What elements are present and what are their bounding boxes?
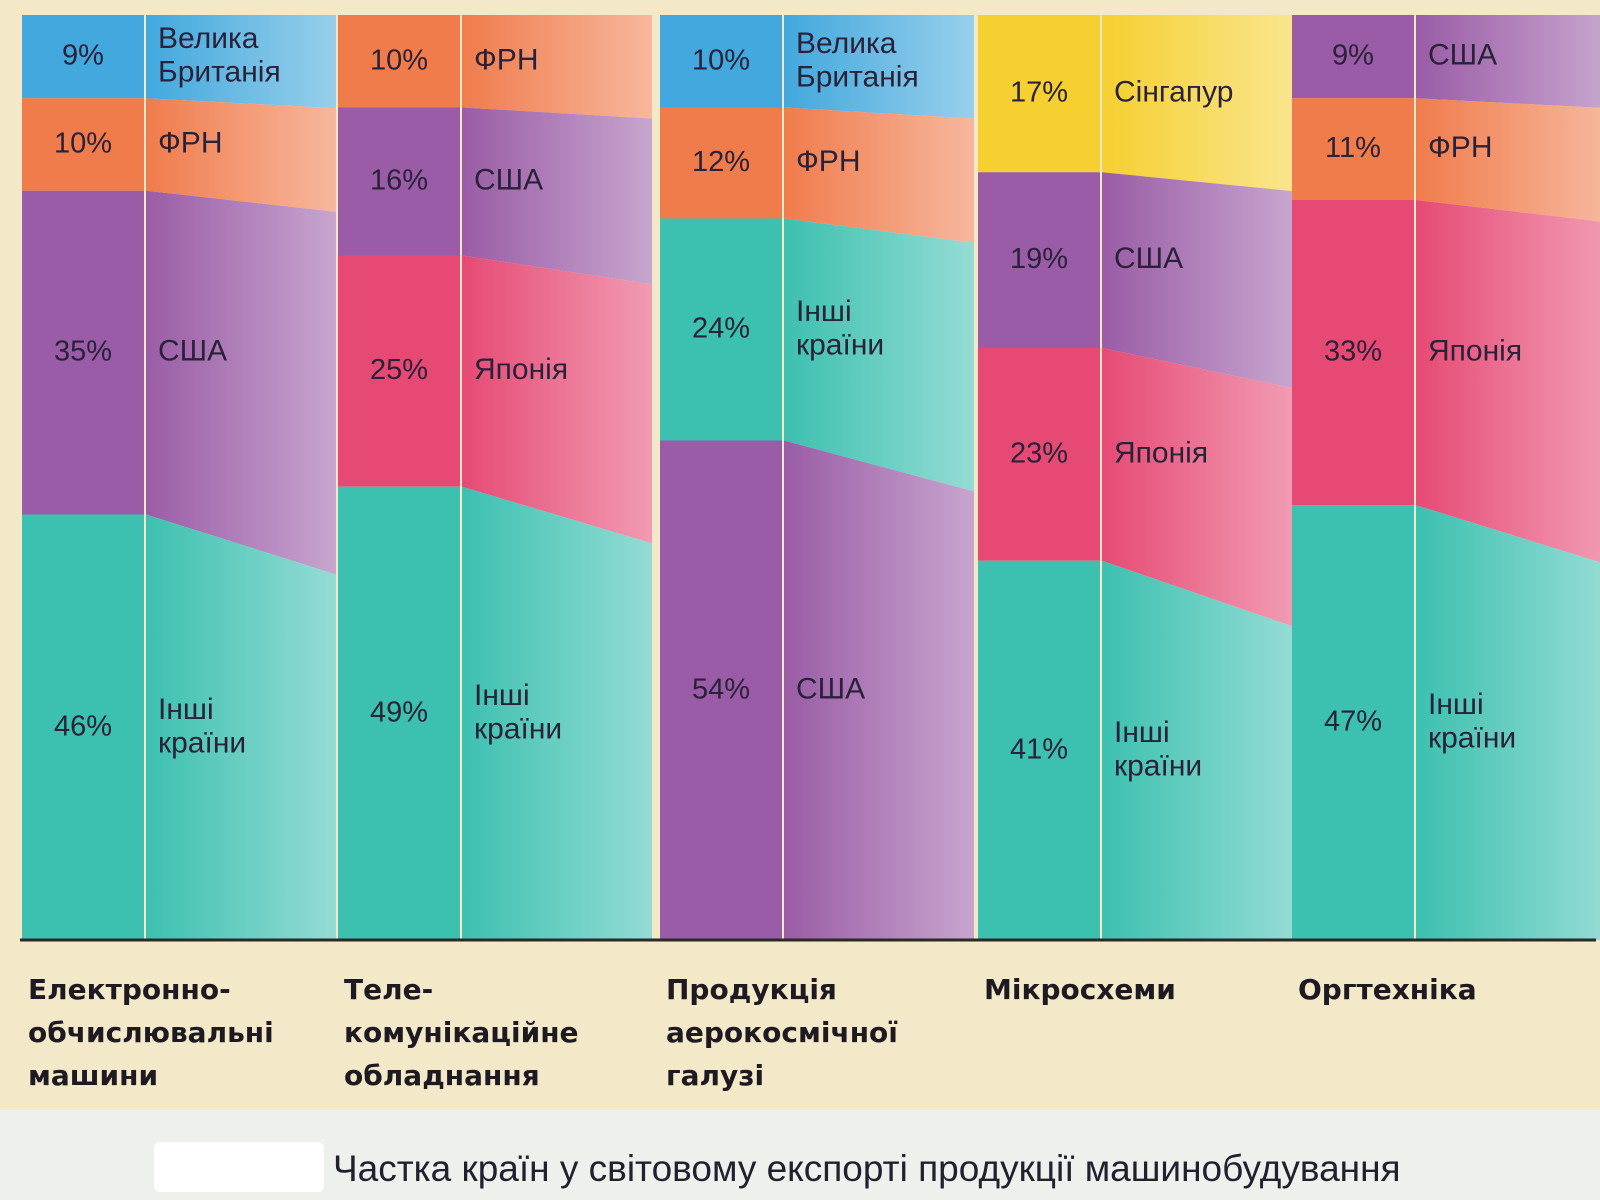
bar-segment	[978, 348, 1100, 561]
category-label: Оргтехніка	[1298, 973, 1477, 1006]
segment-country-label: Японія	[1114, 436, 1208, 469]
bar-segment	[1292, 15, 1414, 99]
segment-country-label: ФРН	[474, 43, 538, 76]
segment-value-label: 54%	[692, 673, 750, 705]
bar-segment	[338, 486, 460, 940]
segment-value-label: 24%	[692, 312, 750, 344]
segment-country-label: ФРН	[796, 145, 860, 178]
segment-country-label: Інші країни	[796, 295, 884, 362]
stacked-bar-chart: 9% Велика Британія 10% ФРН 35% США 46% Інші країн…	[20, 15, 1600, 942]
category-label: Продукція аерокосмічної галузі	[666, 973, 898, 1092]
segment-country-label: Інші країни	[1114, 716, 1202, 783]
segment-country-label: Велика Британія	[158, 22, 281, 89]
bar-group: 10% ФРН 16% США 25% Японія 49% Інші країни	[338, 15, 652, 940]
bar-fan-segment	[1416, 200, 1600, 563]
segment-country-label: США	[158, 335, 227, 368]
segment-value-label: 41%	[1010, 733, 1068, 765]
bar-segment	[660, 440, 782, 940]
bar-fan-segment	[462, 15, 652, 119]
segment-country-label: Інші країни	[1428, 688, 1516, 755]
bar-segment	[1292, 505, 1414, 940]
category-label: Мікросхеми	[984, 973, 1176, 1006]
bar-segment	[660, 15, 782, 108]
segment-value-label: 17%	[1010, 76, 1068, 108]
segment-value-label: 16%	[370, 164, 428, 196]
bar-fan-segment	[784, 440, 974, 940]
bar-fan-segment	[1102, 172, 1292, 388]
bar-fan-segment	[462, 255, 652, 544]
segment-country-label: Сінгапур	[1114, 76, 1233, 109]
bar-segment	[22, 98, 144, 191]
segment-value-label: 10%	[692, 44, 750, 76]
bar-fan-segment	[1416, 98, 1600, 222]
bar-fan-segment	[1416, 15, 1600, 108]
segment-country-label: США	[474, 163, 543, 196]
bar-group: 9% США 11% ФРН 33% Японія 47% Інші країни	[1292, 15, 1600, 940]
bar-fan-segment	[146, 98, 336, 212]
segment-country-label: США	[1114, 242, 1183, 275]
segment-value-label: 9%	[62, 39, 104, 71]
segment-value-label: 10%	[54, 127, 112, 159]
bar-fan-segment	[146, 15, 336, 109]
bar-segment	[978, 15, 1100, 173]
bar-segment	[660, 107, 782, 219]
segment-value-label: 10%	[370, 44, 428, 76]
segment-value-label: 11%	[1325, 132, 1381, 164]
segment-value-label: 46%	[54, 710, 112, 742]
category-label: Електронно- обчислювальні машини	[28, 973, 274, 1092]
segment-country-label: Інші країни	[158, 693, 246, 760]
bar-fan-segment	[462, 486, 652, 940]
chart-caption: Частка країн у світовому експорті продук…	[333, 1148, 1401, 1189]
bar-fan-segment	[462, 107, 652, 285]
category-label: Теле- комунікаційне обладнання	[344, 973, 579, 1092]
bar-segment	[22, 514, 144, 940]
bar-fan-segment	[1102, 560, 1292, 940]
segment-value-label: 25%	[370, 354, 428, 386]
bar-group: 17% Сінгапур 19% США 23% Японія 41% Інші країни	[978, 15, 1292, 940]
segment-value-label: 47%	[1324, 705, 1382, 737]
bar-segment	[660, 218, 782, 441]
segment-value-label: 33%	[1324, 335, 1382, 367]
segment-country-label: ФРН	[158, 126, 222, 159]
bar-fan-segment	[146, 514, 336, 940]
bar-segment	[1292, 98, 1414, 200]
segment-country-label: США	[1428, 39, 1497, 72]
segment-country-label: Японія	[1428, 335, 1522, 368]
bar-segment	[22, 190, 144, 515]
segment-value-label: 35%	[54, 335, 112, 367]
bar-segment	[338, 255, 460, 487]
bar-fan-segment	[784, 218, 974, 492]
bar-group: 9% Велика Британія 10% ФРН 35% США 46% Інші країн…	[22, 15, 336, 940]
bar-group: 10% Велика Британія 12% ФРН 24% Інші країни 54% С…	[660, 15, 974, 940]
bar-fan-segment	[1102, 15, 1292, 192]
bar-segment	[978, 560, 1100, 940]
bar-segment	[22, 15, 144, 99]
bar-fan-segment	[784, 15, 974, 119]
bar-fan-segment	[784, 107, 974, 243]
bar-fan-segment	[146, 190, 336, 575]
bar-segment	[978, 172, 1100, 348]
bar-segment	[1292, 200, 1414, 506]
bar-fan-segment	[1102, 348, 1292, 627]
segment-country-label: США	[796, 672, 865, 705]
segment-value-label: 19%	[1010, 243, 1068, 275]
bar-segment	[338, 15, 460, 108]
segment-country-label: Велика Британія	[796, 27, 919, 94]
segment-country-label: Японія	[474, 353, 568, 386]
bar-segment	[338, 107, 460, 256]
segment-value-label: 23%	[1010, 437, 1068, 469]
segment-country-label: ФРН	[1428, 131, 1492, 164]
segment-country-label: Інші країни	[474, 679, 562, 746]
caption-figure-number-mask	[154, 1142, 324, 1192]
bar-fan-segment	[1416, 505, 1600, 940]
segment-value-label: 12%	[692, 146, 750, 178]
segment-value-label: 9%	[1332, 39, 1374, 71]
segment-value-label: 49%	[370, 696, 428, 728]
